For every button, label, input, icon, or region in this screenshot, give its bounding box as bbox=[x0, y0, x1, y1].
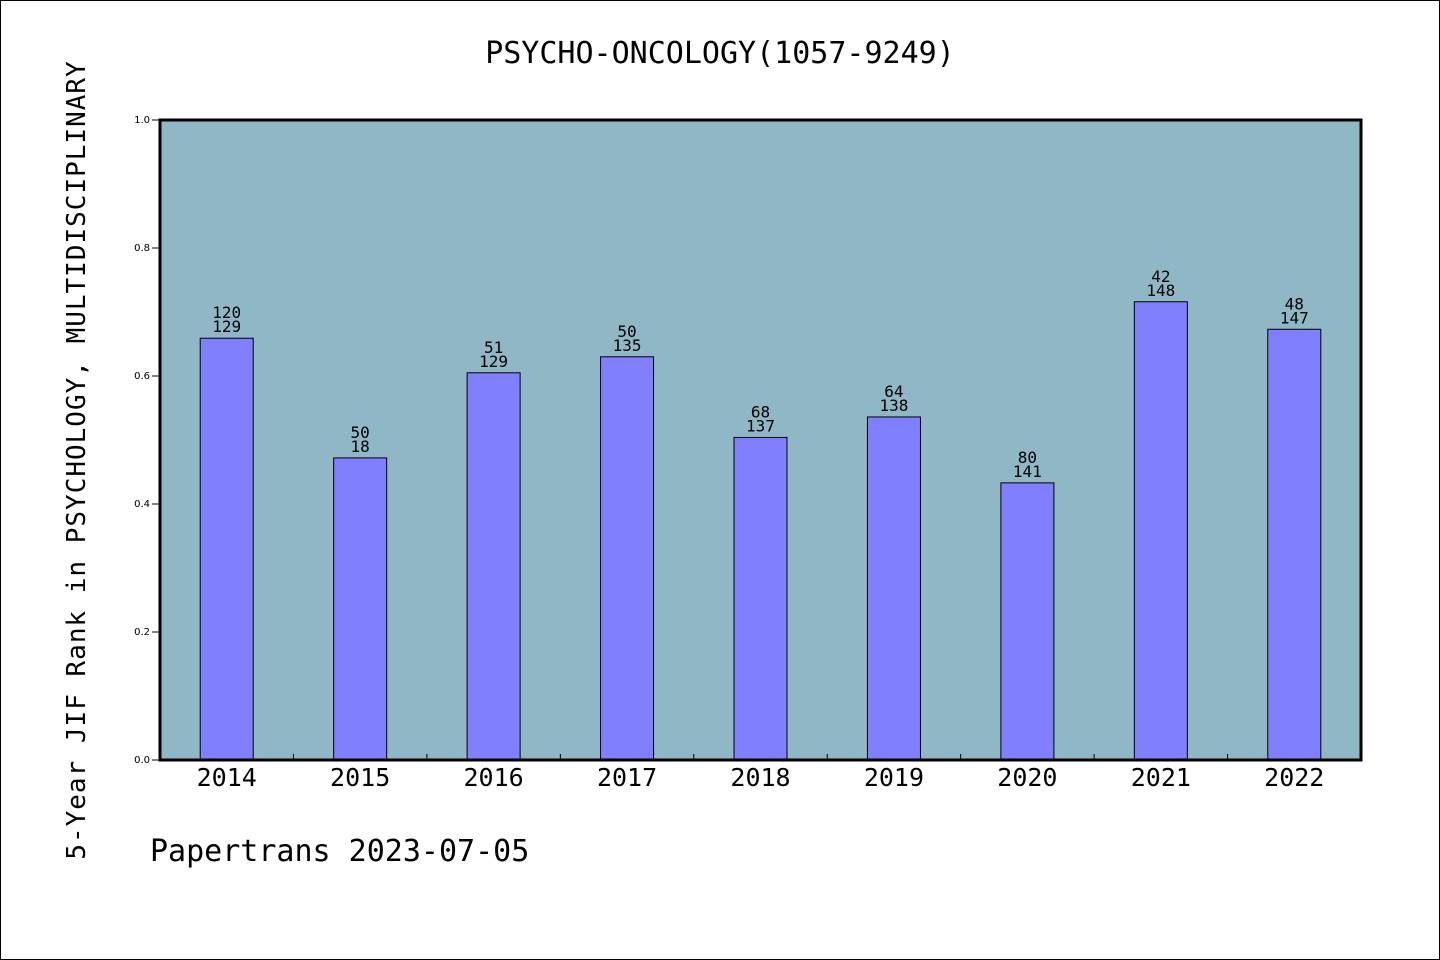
bar-label-rank: 64 bbox=[884, 382, 903, 401]
bar bbox=[199, 337, 254, 761]
x-tick-label: 2022 bbox=[1264, 763, 1324, 792]
y-tick-label: 0.6 bbox=[134, 371, 150, 382]
bar bbox=[866, 416, 921, 761]
plot-border bbox=[158, 118, 1363, 762]
bar bbox=[1267, 328, 1322, 761]
y-axis-title: 5-Year JIF Rank in PSYCHOLOGY, MULTIDISC… bbox=[62, 60, 92, 860]
bar-label-rank: 48 bbox=[1285, 294, 1304, 313]
bar-label-total: 138 bbox=[879, 396, 908, 415]
bar-label-rank: 50 bbox=[617, 322, 636, 341]
bar bbox=[733, 436, 788, 761]
bar-label-total: 137 bbox=[746, 416, 775, 435]
bar-label-total: 141 bbox=[1013, 462, 1042, 481]
bar-label-rank: 50 bbox=[351, 423, 370, 442]
x-tick-label: 2021 bbox=[1131, 763, 1191, 792]
y-tick-label: 1.0 bbox=[134, 115, 150, 126]
bar-label-rank: 68 bbox=[751, 402, 770, 421]
y-tick-label: 0.4 bbox=[134, 499, 150, 510]
bar bbox=[333, 457, 388, 761]
bar-label-total: 148 bbox=[1146, 281, 1175, 300]
x-tick-label: 2014 bbox=[197, 763, 257, 792]
bar-label-total: 147 bbox=[1280, 308, 1309, 327]
bar-label-total: 129 bbox=[479, 352, 508, 371]
bar bbox=[466, 372, 521, 761]
bar bbox=[1133, 301, 1188, 761]
bar-label-rank: 120 bbox=[212, 303, 241, 322]
x-tick-label: 2016 bbox=[464, 763, 524, 792]
chart-title: PSYCHO-ONCOLOGY(1057-9249) bbox=[485, 36, 955, 71]
x-tick-label: 2017 bbox=[597, 763, 657, 792]
bar-label-total: 129 bbox=[212, 317, 241, 336]
footer-credit: Papertrans 2023-07-05 bbox=[150, 834, 530, 869]
bar-label-total: 18 bbox=[351, 437, 370, 456]
x-tick-label: 2015 bbox=[330, 763, 390, 792]
x-tick-label: 2020 bbox=[997, 763, 1057, 792]
bar-label-rank: 42 bbox=[1151, 267, 1170, 286]
bar-label-total: 135 bbox=[613, 336, 642, 355]
y-tick-label: 0.8 bbox=[134, 243, 150, 254]
bar-label-rank: 51 bbox=[484, 338, 503, 357]
bar bbox=[600, 356, 655, 761]
bar bbox=[1000, 482, 1055, 761]
x-tick-label: 2018 bbox=[730, 763, 790, 792]
x-tick-label: 2019 bbox=[864, 763, 924, 792]
y-tick-label: 0.2 bbox=[134, 627, 150, 638]
y-tick-label: 0.0 bbox=[134, 755, 150, 766]
bar-label-rank: 80 bbox=[1018, 448, 1037, 467]
